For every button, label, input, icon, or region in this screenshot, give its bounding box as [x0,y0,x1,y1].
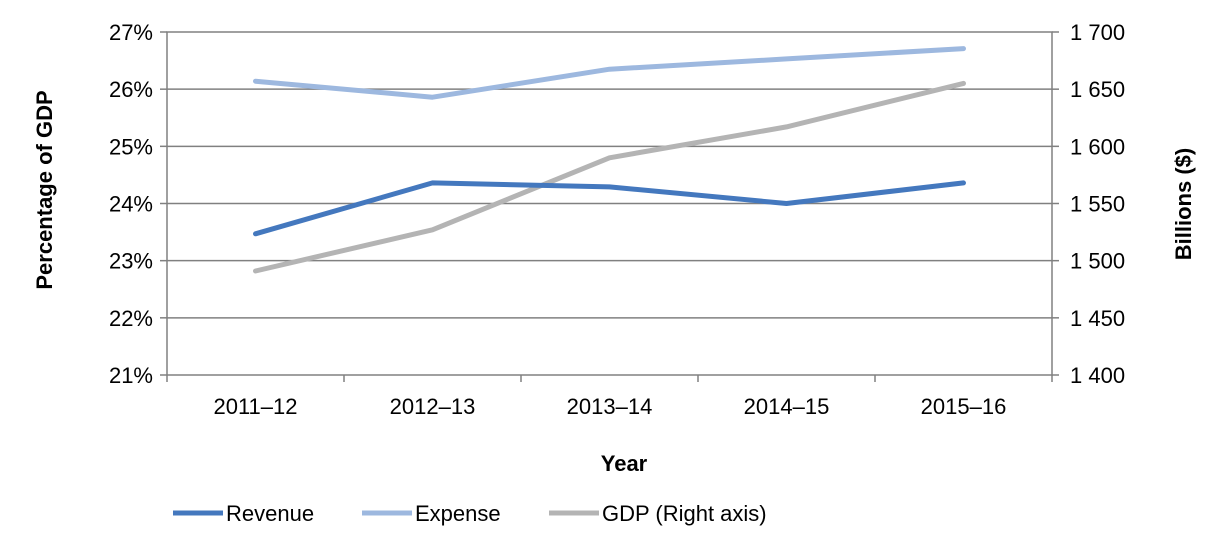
series-line-expense [253,46,966,100]
y2-axis-title: Billions ($) [1171,148,1196,260]
left-axis-ticks: 21% 22% 23% 24% 25% 26% 27% [109,20,167,388]
series-line-revenue [253,180,966,237]
y2-tick-label: 1 450 [1070,306,1125,331]
gridlines [167,88,1052,319]
y2-tick-label: 1 550 [1070,192,1125,217]
y-tick-label: 25% [109,134,153,159]
legend-label: Expense [415,501,501,526]
x-tick-label: 2011–12 [213,394,297,419]
x-axis-title: Year [601,451,648,476]
x-tick-label: 2013–14 [567,394,653,419]
legend-item: Expense [362,501,501,526]
x-axis-ticks: 2011–12 2012–13 2013–14 2014–15 2015–16 [166,375,1053,419]
right-axis-ticks: 1 400 1 450 1 500 1 550 1 600 1 650 1 700 [1052,20,1125,388]
y2-tick-label: 1 600 [1070,134,1125,159]
legend: Revenue Expense GDP (Right axis) [173,501,767,526]
x-tick-label: 2014–15 [744,394,830,419]
y2-tick-label: 1 650 [1070,77,1125,102]
y-tick-label: 26% [109,77,153,102]
legend-item: Revenue [173,501,314,526]
y2-tick-label: 1 500 [1070,249,1125,274]
y-axis-title: Percentage of GDP [32,90,57,289]
y-tick-label: 24% [109,192,153,217]
legend-label: Revenue [226,501,314,526]
legend-label: GDP (Right axis) [602,501,767,526]
y-tick-label: 21% [109,363,153,388]
legend-item: GDP (Right axis) [549,501,767,526]
y2-tick-label: 1 700 [1070,20,1125,45]
series-lines [253,46,966,274]
y-tick-label: 23% [109,249,153,274]
series-line-gdp [253,80,966,274]
y-tick-label: 27% [109,20,153,45]
x-tick-label: 2012–13 [390,394,476,419]
x-tick-label: 2015–16 [921,394,1007,419]
y-tick-label: 22% [109,306,153,331]
y2-tick-label: 1 400 [1070,363,1125,388]
